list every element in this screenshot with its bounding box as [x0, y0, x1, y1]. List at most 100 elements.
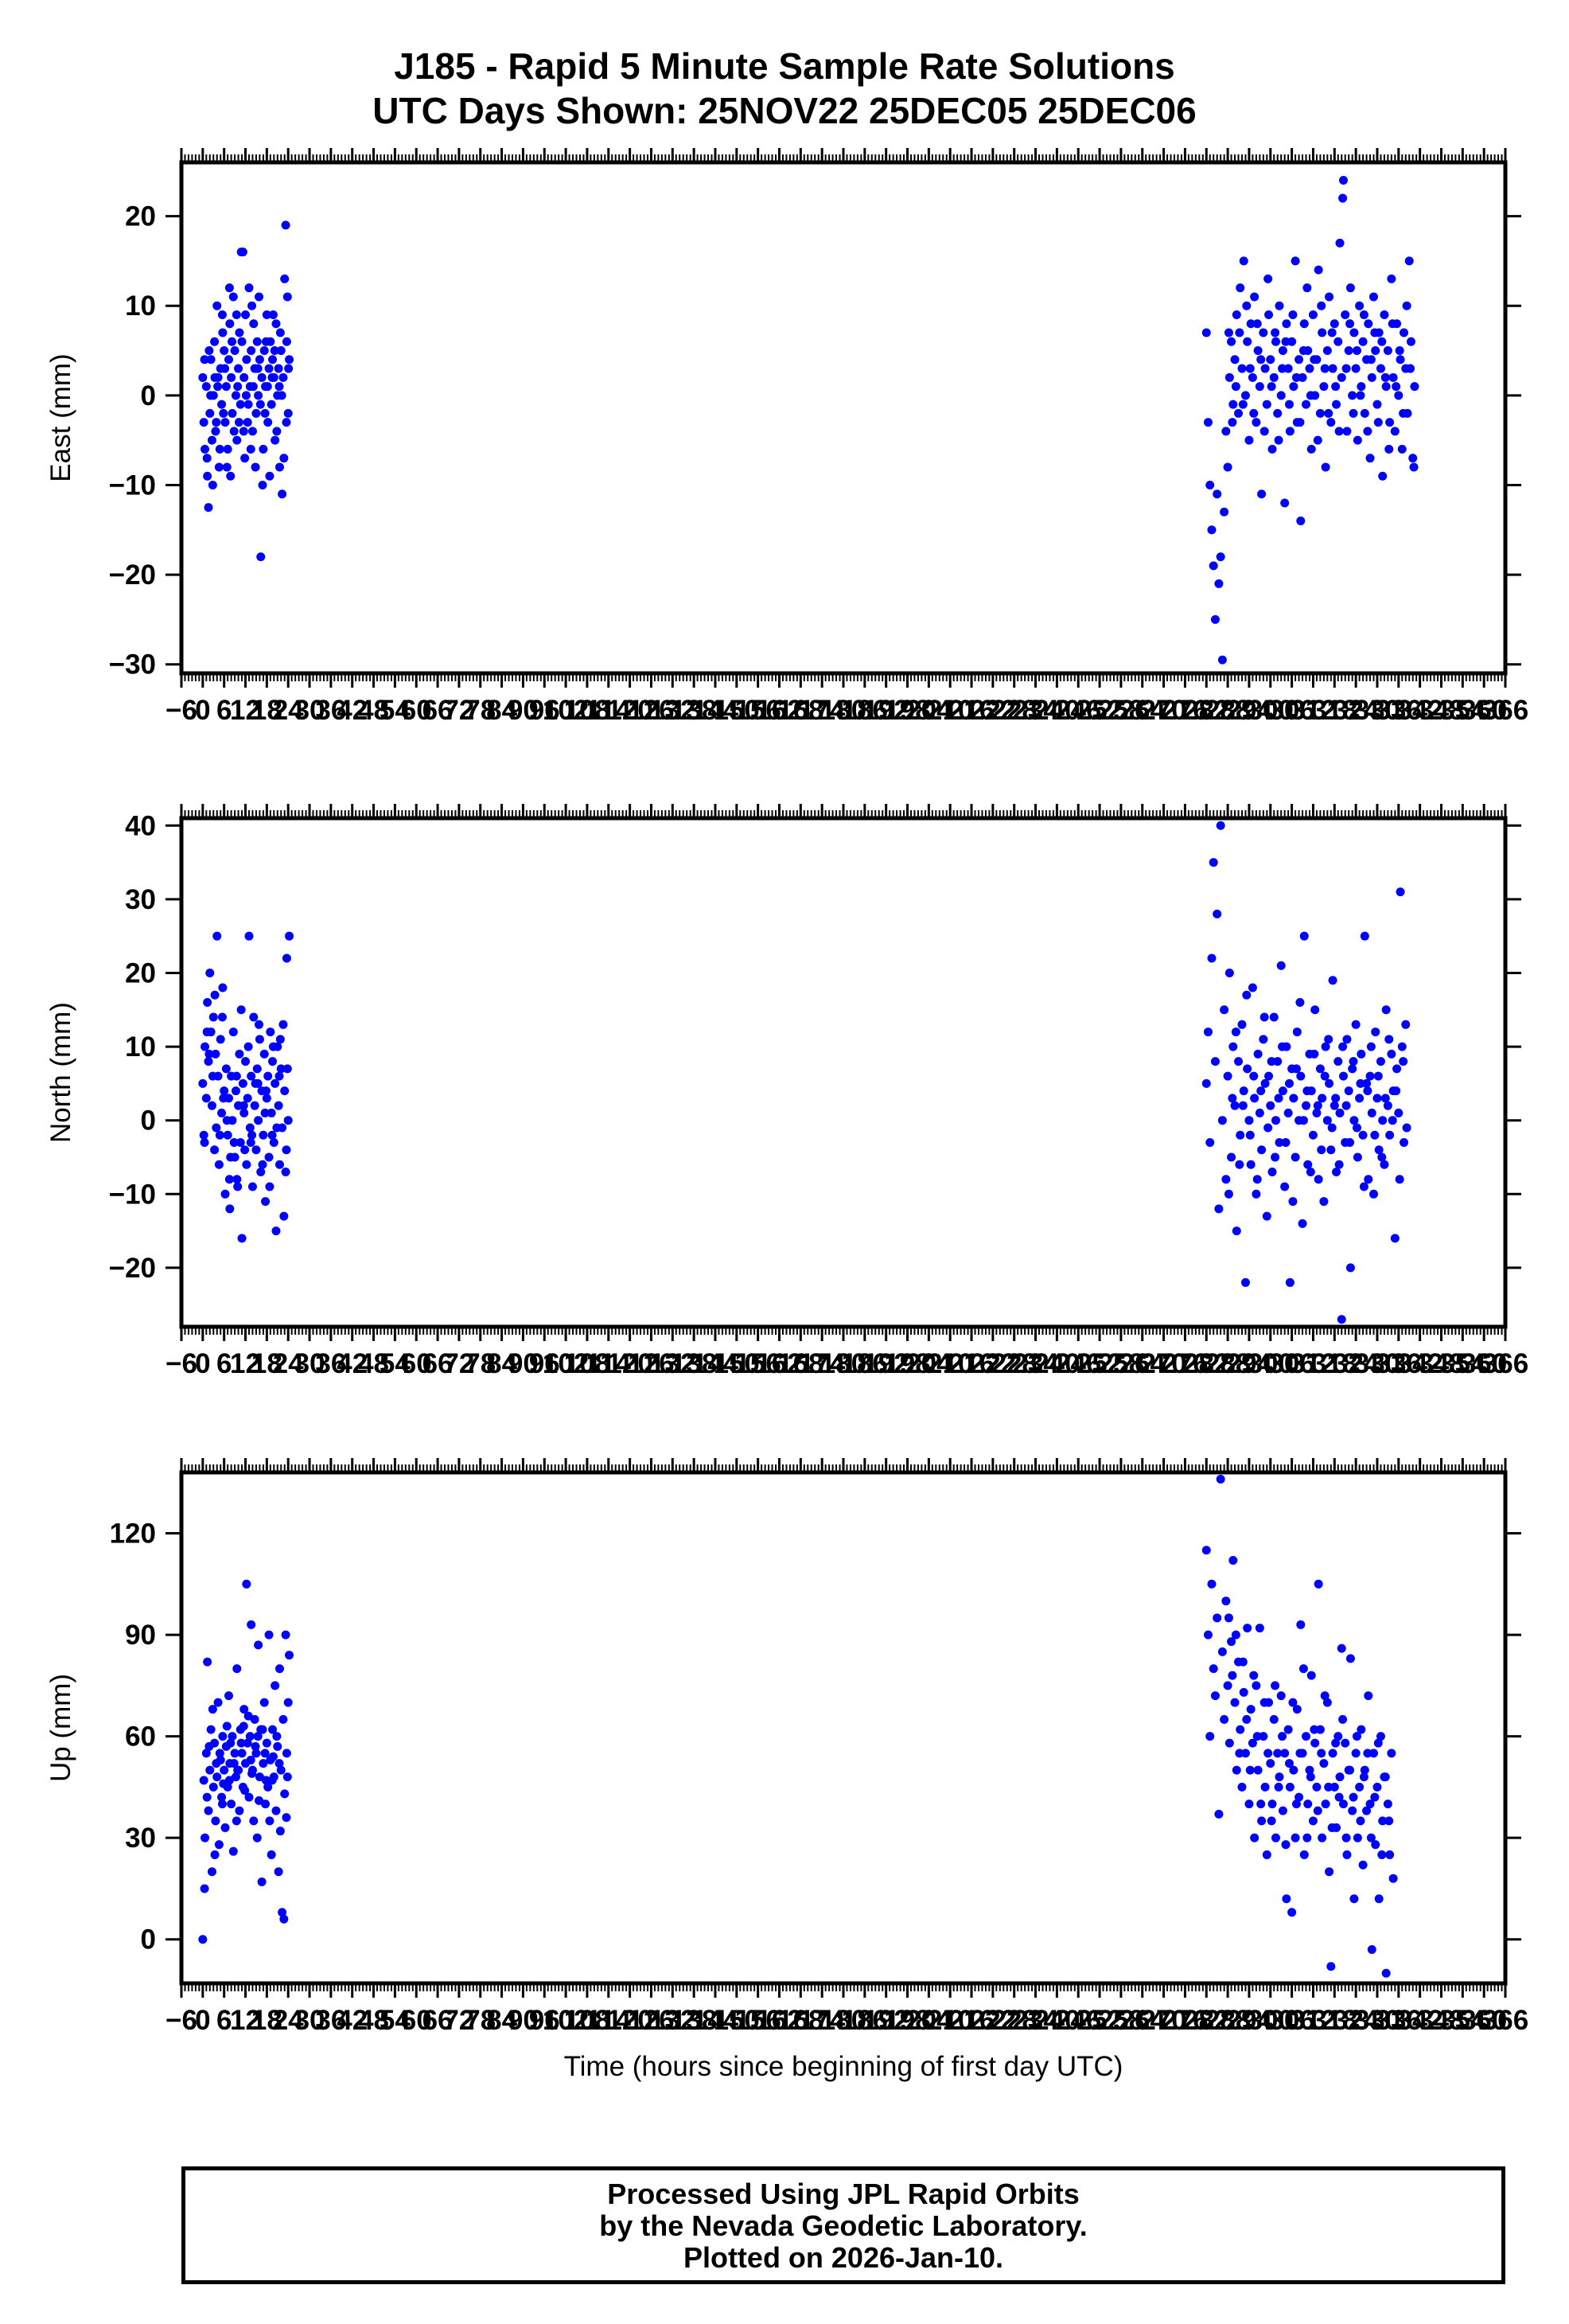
data-point [201, 1094, 211, 1103]
x-tick-label: 114 [586, 2005, 632, 2036]
x-tick-label: 96 [529, 1348, 560, 1379]
y-axis-label: North (mm) [45, 1002, 76, 1143]
data-point [1210, 1057, 1220, 1066]
data-point [1252, 1189, 1261, 1199]
data-point [242, 1579, 251, 1589]
data-point [1349, 328, 1359, 337]
data-point [1338, 1714, 1348, 1724]
data-point [1349, 1116, 1359, 1125]
x-tick-label: 114 [586, 695, 632, 726]
data-point [1298, 1664, 1308, 1674]
data-point [261, 1197, 271, 1207]
data-point [239, 1108, 249, 1117]
data-point [1402, 1123, 1411, 1133]
x-tick-label: 360 [1461, 1348, 1507, 1379]
data-point [283, 408, 293, 418]
data-point [254, 1640, 263, 1650]
data-point [224, 283, 234, 293]
data-point [1213, 1613, 1222, 1623]
data-point [275, 1827, 285, 1836]
x-tick-label: 6 [216, 695, 232, 726]
x-tick-label: 264 [1119, 2005, 1166, 2036]
data-point [1306, 391, 1315, 400]
x-tick-label: 6 [216, 2005, 232, 2036]
data-point [280, 274, 290, 283]
data-point [217, 1012, 227, 1022]
data-point [1315, 1064, 1325, 1074]
data-point [1306, 1772, 1315, 1782]
data-point [1230, 355, 1240, 365]
data-point [1228, 418, 1237, 427]
data-point [1338, 193, 1348, 203]
x-tick-label: 324 [1333, 695, 1380, 726]
x-tick-label: 306 [1268, 2005, 1314, 2036]
data-point [236, 400, 245, 409]
data-point [267, 400, 276, 409]
data-point [1388, 1874, 1398, 1883]
data-point [1259, 1732, 1268, 1741]
data-point [1292, 1027, 1302, 1037]
data-point [1408, 454, 1418, 463]
data-point [274, 1867, 283, 1877]
data-point [1280, 498, 1290, 508]
data-point [274, 1664, 284, 1674]
data-point [282, 1749, 291, 1758]
data-point [1312, 1108, 1322, 1117]
minor-x-ticks [181, 1464, 1506, 1991]
data-point [1271, 1116, 1280, 1125]
data-point [1310, 1725, 1319, 1734]
x-tick-label: 174 [799, 2005, 846, 2036]
data-point [1368, 292, 1378, 302]
data-point [1390, 427, 1400, 436]
data-point [1224, 328, 1233, 337]
y-axis-label: East (mm) [45, 353, 76, 482]
data-point [1359, 1772, 1368, 1782]
data-point [1227, 337, 1236, 346]
data-point [1358, 337, 1368, 346]
data-point [1273, 408, 1283, 418]
data-point [1321, 1042, 1330, 1051]
data-point [211, 1049, 220, 1059]
data-point [228, 292, 238, 302]
y-tick-label: 20 [125, 957, 156, 988]
x-tick-label: 360 [1461, 695, 1507, 726]
data-point [1267, 444, 1277, 454]
data-point [1373, 418, 1383, 427]
data-point [1252, 418, 1261, 427]
data-point [1221, 1597, 1231, 1606]
data-point [1257, 489, 1267, 499]
data-point [1216, 1475, 1225, 1484]
data-point [227, 1800, 236, 1809]
x-tick-label: 228 [991, 2005, 1038, 2036]
x-axis-label: Time (hours since beginning of first day… [564, 2051, 1123, 2082]
x-tick-label: 258 [1098, 2005, 1144, 2036]
footer-box: Processed Using JPL Rapid Orbits by the … [181, 2166, 1505, 2284]
data-point [1262, 1211, 1271, 1221]
x-tick-label: 222 [970, 1348, 1016, 1379]
data-point [1238, 400, 1248, 409]
data-point [1244, 1116, 1254, 1125]
data-point [226, 1152, 236, 1162]
data-point [1231, 382, 1240, 392]
data-point [1250, 1094, 1259, 1103]
data-point [225, 319, 235, 329]
x-tick-label: 222 [970, 695, 1016, 726]
data-point [256, 552, 266, 562]
data-point [1380, 1772, 1390, 1782]
x-tick-label: 186 [842, 695, 888, 726]
east-panel: −60 6121824303642485460667278849096102108… [45, 148, 1528, 726]
data-point [230, 1749, 239, 1758]
data-point [1324, 1782, 1333, 1792]
data-point [1368, 1189, 1378, 1199]
x-tick-label: 318 [1311, 2005, 1357, 2036]
data-point [1223, 1071, 1232, 1081]
data-point [275, 1035, 285, 1044]
data-point [228, 337, 237, 346]
data-point [1205, 1732, 1215, 1741]
data-point [1377, 1850, 1387, 1859]
data-point [254, 391, 263, 400]
data-point [1245, 1130, 1255, 1140]
x-tick-label: 216 [948, 2005, 995, 2036]
data-point [219, 1094, 228, 1103]
x-tick-label: 60 [401, 695, 432, 726]
